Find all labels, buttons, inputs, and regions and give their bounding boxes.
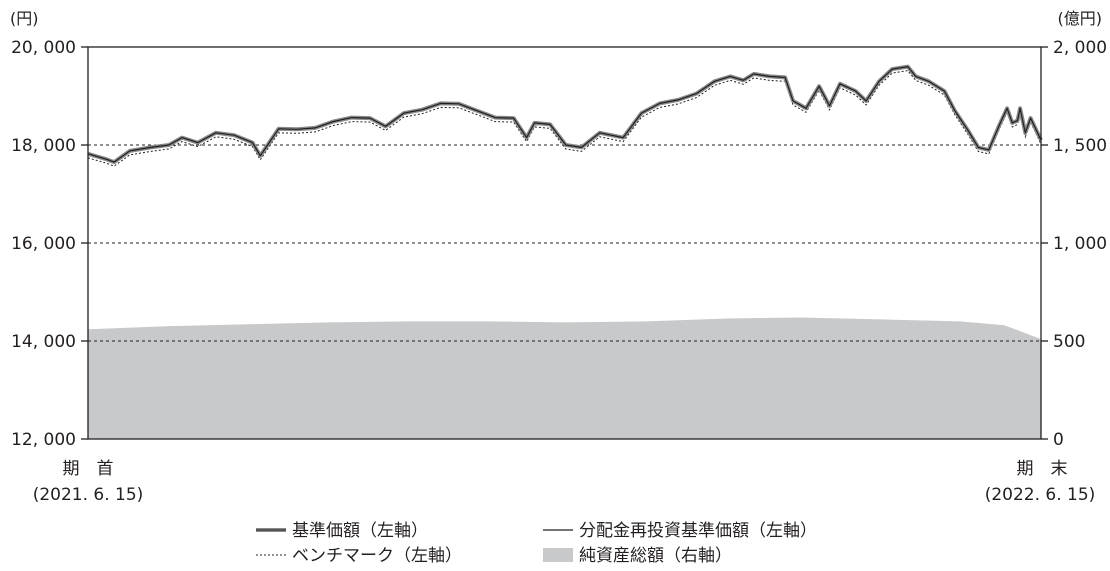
end-period-label: 期 末 [1017,459,1068,479]
legend-label: 純資産総額（右軸） [579,546,732,566]
legend-label: 基準価額（左軸） [292,521,428,541]
left-tick-label: 18, 000 [11,136,76,156]
axis-layer: 12, 000 14, 000 16, 000 18, 000 20, 000 0 500 1… [10,9,1107,505]
start-period-date: (2021. 6. 15) [33,485,144,505]
grid-layer [88,144,1041,342]
left-tick-label: 20, 000 [11,38,76,58]
right-axis-unit: (億円) [1058,9,1103,28]
left-tick-label: 16, 000 [11,234,76,254]
right-tick-label: 2, 000 [1053,38,1107,58]
nav-line [87,64,1043,165]
price-lines-layer [87,64,1043,167]
right-tick-label: 0 [1053,430,1064,450]
right-tick-label: 500 [1053,332,1085,352]
right-tick-label: 1, 000 [1053,234,1107,254]
right-tick-label: 1, 500 [1053,136,1107,156]
legend-net-assets-symbol [543,548,573,562]
end-period-date: (2022. 6. 15) [985,485,1096,505]
legend: 基準価額（左軸） 分配金再投資基準価額（左軸） ベンチマーク（左軸） 純資産総額（右軸… [256,521,817,566]
net-assets-area [88,317,1041,439]
start-period-label: 期 首 [63,459,114,479]
net-assets-area-layer [88,317,1041,439]
left-axis-unit: (円) [10,9,39,28]
left-tick-label: 12, 000 [11,430,76,450]
reinvested-nav-line [87,66,1042,163]
left-tick-label: 14, 000 [11,332,76,352]
legend-label: 分配金再投資基準価額（左軸） [579,521,817,541]
legend-label: ベンチマーク（左軸） [292,546,462,566]
benchmark-line [87,70,1042,167]
